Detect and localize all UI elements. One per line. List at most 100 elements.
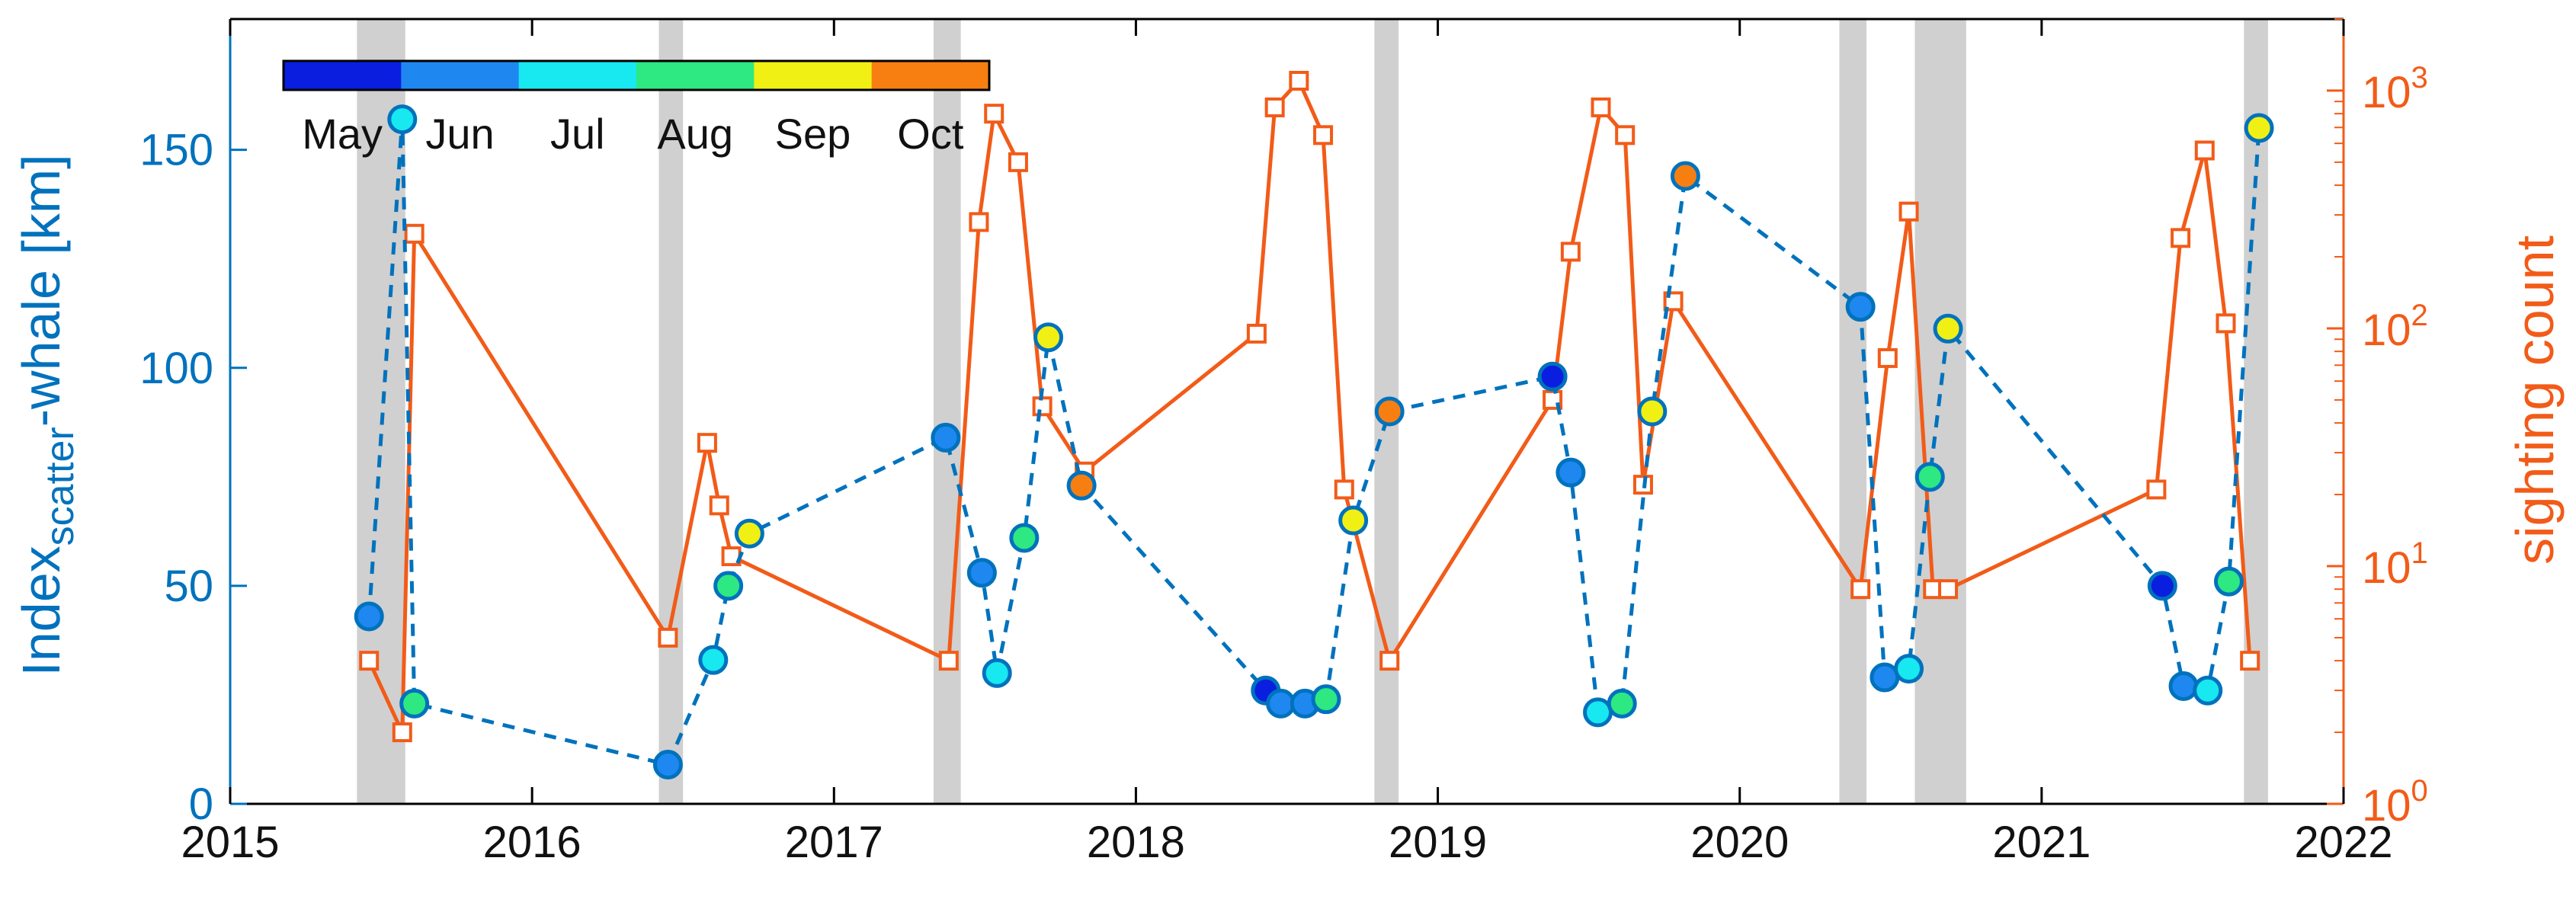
index-point (652, 750, 683, 779)
x-tick-label: 2022 (2294, 818, 2392, 867)
colorbar-segment (401, 61, 520, 90)
right-tick-label: 100 (2362, 774, 2428, 831)
colorbar-label: Jun (425, 110, 494, 158)
index-point (1637, 396, 1668, 427)
left-tick-label: 100 (139, 344, 213, 393)
index-line (367, 119, 2261, 767)
sighting-count-point (969, 212, 989, 232)
sighting-count-point (2240, 651, 2260, 671)
sighting-count-point (2194, 140, 2215, 161)
plot-frame (229, 18, 2345, 805)
x-tick-label: 2021 (1992, 818, 2091, 867)
sighting-count-point (1264, 97, 1285, 117)
sighting-count-point (1877, 347, 1898, 368)
right-tick-label: 103 (2362, 61, 2428, 117)
colorbar-frame (282, 59, 991, 91)
index-point (1266, 688, 1296, 719)
index-point (1607, 688, 1637, 719)
index-point (1311, 684, 1341, 715)
sighting-count-point (938, 651, 959, 671)
x-tick-label: 2017 (785, 818, 883, 867)
index-point (1670, 161, 1700, 191)
right-tick-label: 101 (2362, 536, 2428, 593)
colorbar-label: Sep (775, 110, 851, 158)
sighting-count-point (1334, 479, 1354, 500)
index-point (2213, 566, 2244, 597)
sighting-count-point (404, 223, 425, 244)
sighting-count-point (2171, 228, 2191, 248)
index-point (713, 571, 744, 601)
index-point (1066, 470, 1097, 501)
index-point (1338, 505, 1369, 536)
x-tick-label: 2020 (1690, 818, 1789, 867)
left-tick-label: 0 (189, 779, 213, 829)
sighting-count-point (1246, 323, 1267, 344)
sighting-count-point (1008, 152, 1028, 172)
gray-band (1839, 19, 1867, 804)
left-axis-ticks: 0 50 100 150 (139, 126, 247, 829)
x-axis-ticks: 2015 2016 2017 2018 2019 2020 2021 2022 (181, 19, 2393, 867)
sighting-count-series (359, 71, 2260, 743)
x-tick-label: 2016 (483, 818, 582, 867)
index-point (1870, 662, 1900, 693)
index-point (1845, 292, 1876, 322)
index-point (2193, 675, 2223, 706)
index-point (966, 558, 997, 588)
left-axis-title: Indexscatter-whale [km] (11, 154, 82, 676)
sighting-count-point (2216, 313, 2236, 334)
sighting-count-point (359, 651, 380, 671)
sighting-count-point (1591, 97, 1611, 117)
sighting-count-point (1313, 125, 1334, 146)
gray-band (934, 19, 961, 804)
sighting-count-point (1289, 71, 1309, 91)
sighting-count-point (1560, 242, 1581, 262)
right-axis-title: sighting count (2505, 235, 2565, 565)
colorbar-label: Aug (657, 110, 733, 158)
sighting-count-point (1615, 125, 1636, 146)
colorbar-segment (636, 61, 755, 90)
right-tick-label: 102 (2362, 299, 2428, 355)
index-point (1009, 523, 1040, 553)
sighting-count-point (1898, 201, 1919, 222)
index-point (354, 601, 384, 632)
gray-bands (357, 19, 2268, 804)
index-point (1914, 462, 1945, 492)
index-point (1933, 313, 1963, 344)
colorbar-segment (754, 61, 873, 90)
sighting-count-point (1850, 579, 1871, 600)
sighting-count-point (2146, 479, 2167, 500)
left-tick-label: 150 (139, 126, 213, 175)
x-tick-label: 2018 (1087, 818, 1185, 867)
sighting-count-point (392, 722, 412, 743)
sighting-count-line (367, 78, 2252, 735)
colorbar-segment (284, 61, 402, 90)
left-tick-label: 50 (164, 562, 213, 611)
x-tick-label: 2019 (1389, 818, 1487, 867)
index-point (1033, 322, 1064, 353)
gray-band (658, 19, 684, 804)
colorbar-label: May (302, 110, 383, 158)
index-point (698, 645, 729, 675)
sighting-count-point (1379, 651, 1400, 671)
index-point (1556, 457, 1586, 488)
sighting-count-point (697, 433, 717, 453)
index-point (1894, 654, 1924, 684)
index-point (931, 422, 961, 453)
index-point (399, 688, 430, 719)
index-point (734, 518, 764, 549)
colorbar-segment (871, 61, 990, 90)
x-tick-label: 2015 (181, 818, 279, 867)
index-series (354, 104, 2274, 779)
sighting-count-point (984, 104, 1004, 124)
gray-band (2244, 19, 2268, 804)
sighting-count-point (658, 627, 678, 648)
sighting-count-point (709, 495, 729, 516)
index-point (2147, 571, 2177, 601)
index-point (2244, 113, 2274, 143)
index-point (387, 104, 418, 135)
index-point (1374, 396, 1405, 427)
index-point (1537, 361, 1568, 392)
sighting-count-point (1938, 579, 1959, 600)
gray-band (357, 19, 405, 804)
